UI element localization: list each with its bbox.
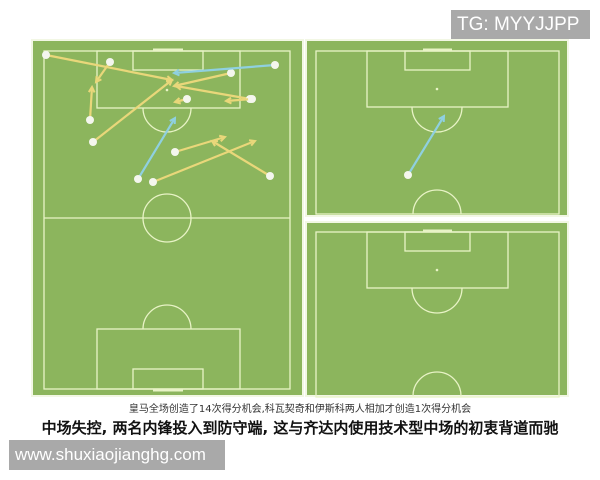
arrow-head	[172, 97, 182, 105]
arrow-head	[87, 84, 96, 93]
pass-arrow	[174, 135, 226, 154]
watermark-site: www.shuxiaojianghg.com	[9, 440, 225, 470]
arrow-head	[218, 134, 227, 142]
key-pass-arrow	[407, 115, 445, 176]
pitch-diagrams	[31, 39, 569, 398]
arrow-head	[223, 96, 232, 105]
pass-arrow	[211, 140, 271, 177]
pass-origin-dot	[266, 172, 274, 180]
pass-origin-dot	[134, 175, 142, 183]
pass-origin-dot	[183, 95, 191, 103]
pass-origin-dot	[149, 178, 157, 186]
watermark-top: TG: MYYJJPP	[451, 10, 590, 39]
pass-arrow	[175, 84, 251, 101]
pass-origin-dot	[271, 61, 279, 69]
pass-origin-dot	[248, 95, 256, 103]
arrow-head	[165, 78, 174, 86]
arrow-head	[171, 68, 180, 77]
pitch-bottom-right	[305, 221, 569, 397]
arrow-head	[169, 116, 177, 125]
pass-origin-dot	[404, 171, 412, 179]
pass-arrow	[225, 97, 253, 103]
pass-arrow	[95, 61, 111, 83]
pass-origin-dot	[227, 69, 235, 77]
pass-arrow	[173, 71, 232, 88]
pass-origin-dot	[106, 58, 114, 66]
key-pass-arrow	[137, 117, 176, 180]
pass-arrow	[88, 86, 94, 121]
headline: 中场失控, 两名内锋投入到防守端, 这与齐达内使用技术型中场的初衷背道而驰	[41, 419, 559, 437]
pass-origin-dot	[89, 138, 97, 146]
key-pass-arrow	[173, 63, 276, 75]
caption: 皇马全场创造了14次得分机会,科瓦契奇和伊斯科两人相加才创造1次得分机会	[128, 404, 472, 415]
arrow-head	[94, 75, 102, 84]
pass-arrow	[152, 139, 256, 184]
arrow-head	[248, 139, 257, 147]
pass-origin-dot	[86, 116, 94, 124]
arrow-head	[438, 114, 446, 123]
pass-arrow	[92, 79, 173, 143]
arrow-head	[173, 83, 183, 91]
pass-arrow	[45, 53, 173, 82]
arrow-head	[210, 139, 219, 147]
pass-origin-dot	[42, 51, 50, 59]
pass-origin-dot	[171, 148, 179, 156]
